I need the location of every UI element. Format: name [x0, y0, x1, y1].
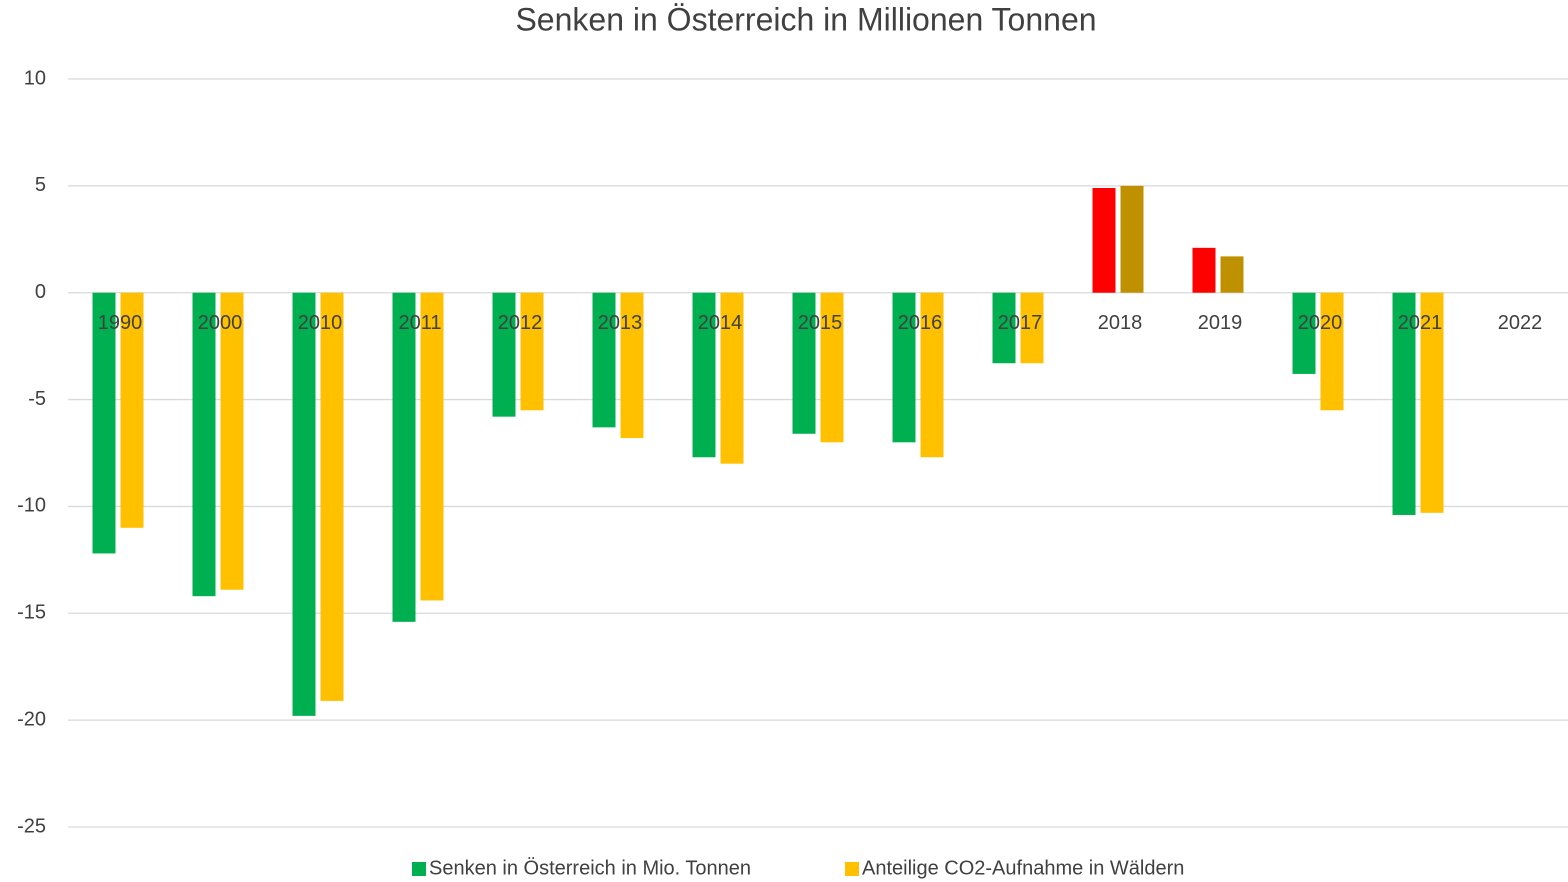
bar — [1120, 185, 1144, 293]
bar — [1320, 292, 1344, 411]
bar — [692, 292, 716, 458]
bar — [92, 292, 116, 554]
bar — [792, 292, 816, 434]
bar — [592, 292, 616, 428]
bar — [220, 292, 244, 590]
y-tick-label: 0 — [35, 281, 46, 303]
x-tick-label: 2000 — [198, 312, 243, 334]
bar — [620, 292, 644, 439]
bar — [492, 292, 516, 417]
y-tick-label: -20 — [17, 708, 46, 730]
bar — [320, 292, 344, 701]
bar — [820, 292, 844, 443]
x-tick-label: 2015 — [798, 312, 843, 334]
legend-swatch — [845, 862, 859, 876]
bar — [192, 292, 216, 597]
bar — [120, 292, 144, 528]
bar — [920, 292, 944, 458]
x-tick-label: 2017 — [998, 312, 1043, 334]
legend-label: Anteilige CO2-Aufnahme in Wäldern — [862, 857, 1184, 879]
x-tick-label: 2012 — [498, 312, 543, 334]
x-tick-label: 2013 — [598, 312, 643, 334]
legend-swatch — [412, 862, 426, 876]
y-tick-label: -25 — [17, 815, 46, 837]
y-tick-label: -5 — [28, 388, 46, 410]
y-tick-label: 5 — [35, 174, 46, 196]
bar — [1392, 292, 1416, 515]
bar — [392, 292, 416, 622]
x-tick-label: 2020 — [1298, 312, 1343, 334]
bar — [420, 292, 444, 601]
bar — [1420, 292, 1444, 513]
y-tick-label: 10 — [24, 67, 46, 89]
chart-title: Senken in Österreich in Millionen Tonnen — [515, 1, 1096, 37]
x-tick-label: 2011 — [398, 312, 441, 334]
x-tick-label: 2022 — [1498, 312, 1543, 334]
x-tick-label: 2010 — [298, 312, 343, 334]
bar — [1292, 292, 1316, 374]
x-tick-label: 2019 — [1198, 312, 1243, 334]
bar — [1020, 292, 1044, 364]
bar — [720, 292, 744, 464]
bar — [520, 292, 544, 411]
x-tick-label: 1990 — [98, 312, 143, 334]
bar — [1220, 256, 1244, 293]
y-tick-label: -10 — [17, 495, 46, 517]
bar — [1192, 247, 1216, 293]
x-tick-label: 2018 — [1098, 312, 1143, 334]
x-tick-label: 2021 — [1398, 312, 1443, 334]
bar — [992, 292, 1016, 364]
bar — [892, 292, 916, 443]
bar — [292, 292, 316, 716]
legend-label: Senken in Österreich in Mio. Tonnen — [429, 857, 751, 879]
x-tick-label: 2014 — [698, 312, 743, 334]
y-tick-label: -15 — [17, 602, 46, 624]
bar — [1092, 187, 1116, 293]
x-tick-label: 2016 — [898, 312, 943, 334]
